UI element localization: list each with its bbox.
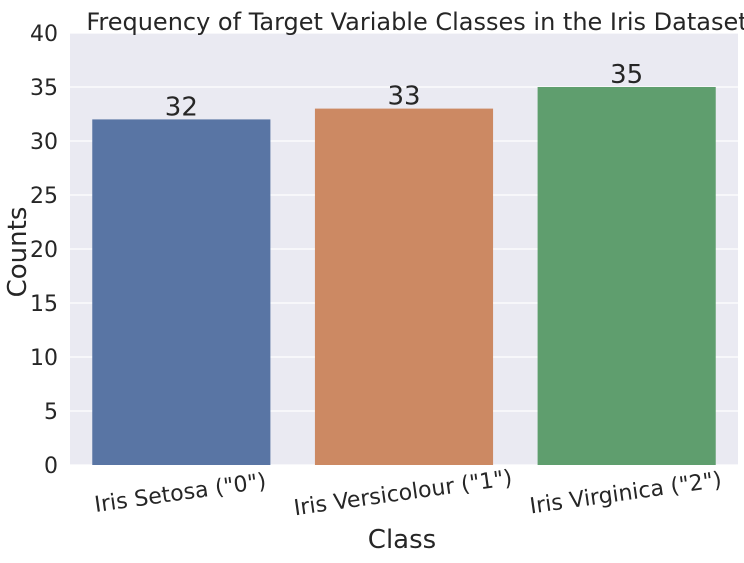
y-tick-label: 5: [44, 400, 58, 425]
data-label: 32: [165, 92, 198, 122]
data-labels: 32 33 35: [165, 60, 643, 122]
y-tick-label: 0: [44, 454, 58, 479]
bar: [537, 87, 716, 465]
y-tick-label: 10: [30, 346, 58, 371]
x-tick-label: Iris Virginica ("2"): [528, 468, 723, 520]
x-axis-ticks: Iris Setosa ("0") Iris Versicolour ("1") I…: [93, 466, 723, 521]
x-tick-label: Iris Setosa ("0"): [93, 469, 268, 518]
y-tick-label: 35: [30, 76, 58, 101]
y-tick-label: 40: [30, 22, 58, 47]
y-tick-label: 30: [30, 130, 58, 155]
y-axis-label: Counts: [3, 207, 33, 298]
bar: [92, 119, 271, 466]
y-axis-ticks: 0 5 10 15 20 25 30 35 40: [30, 22, 58, 479]
bar: [314, 108, 494, 465]
x-tick-label: Iris Versicolour ("1"): [292, 466, 513, 521]
data-label: 33: [387, 82, 420, 112]
data-label: 35: [610, 60, 643, 90]
y-tick-label: 15: [30, 292, 58, 317]
y-tick-label: 20: [30, 238, 58, 263]
chart-title: Frequency of Target Variable Classes in …: [86, 8, 744, 36]
x-axis-label: Class: [368, 525, 436, 555]
bars: [92, 87, 716, 466]
y-tick-label: 25: [30, 184, 58, 209]
